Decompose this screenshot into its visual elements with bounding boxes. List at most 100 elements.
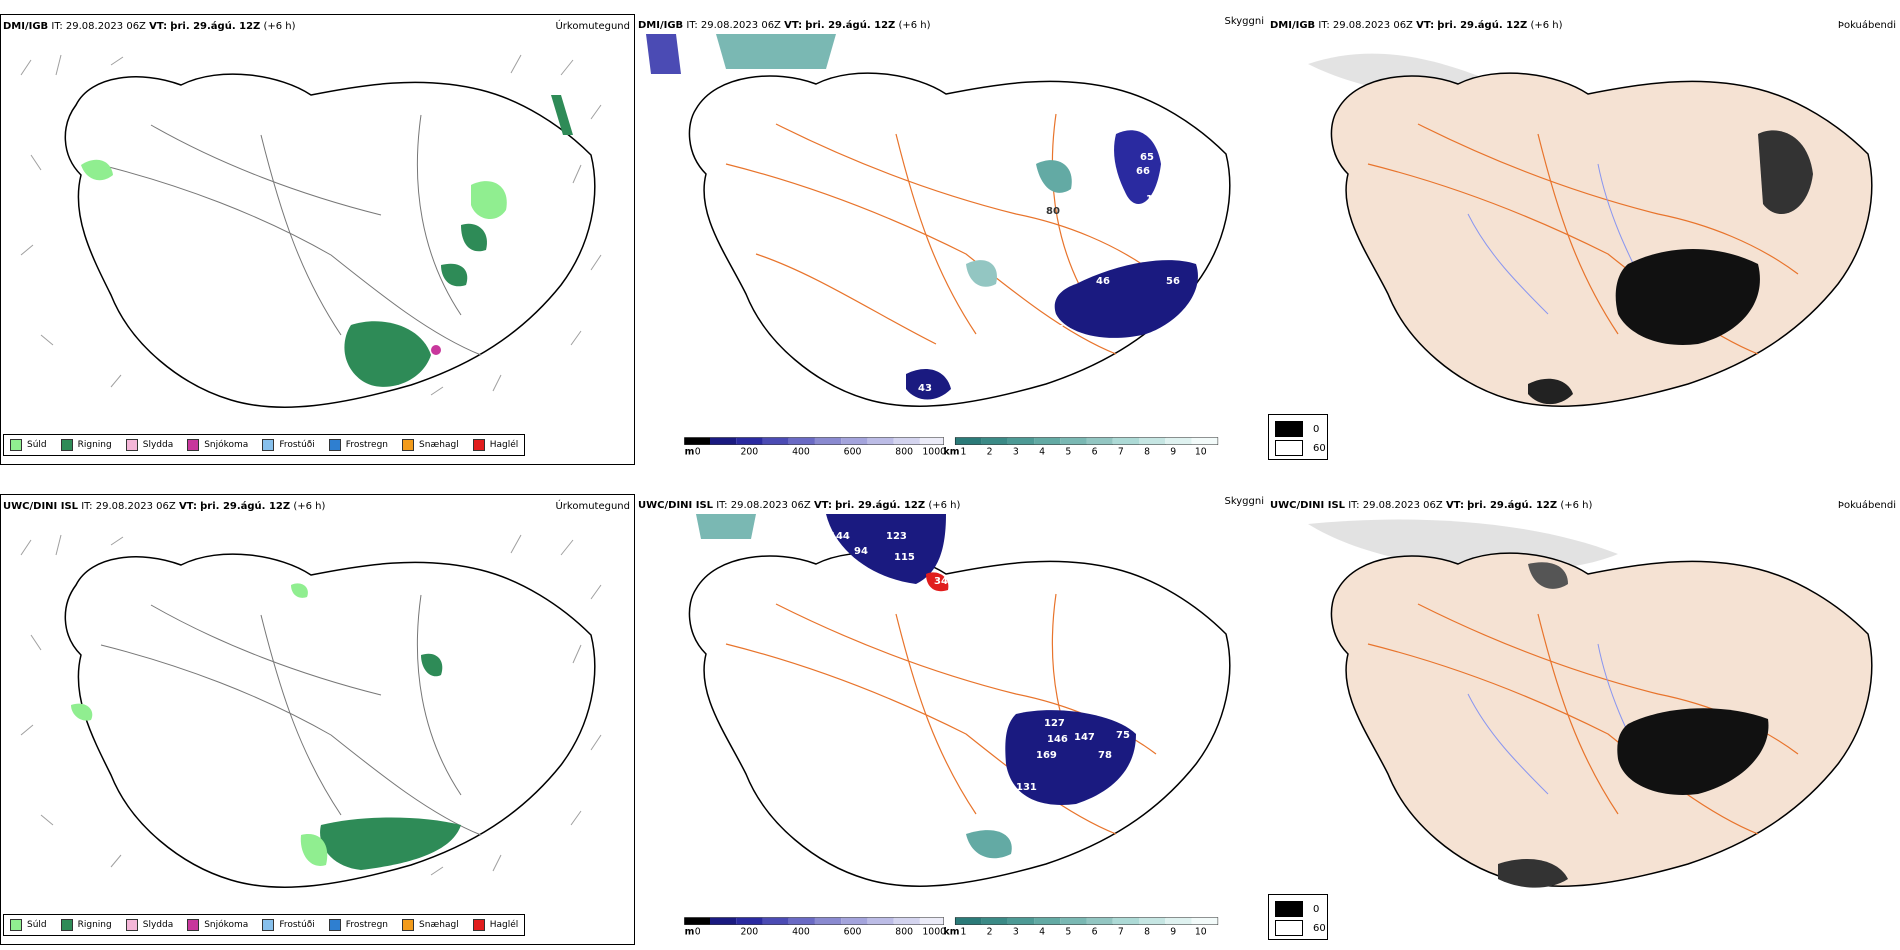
svg-text:m: m	[685, 927, 695, 938]
svg-text:4: 4	[1039, 447, 1045, 458]
svg-text:169: 169	[1036, 750, 1057, 761]
fog-panel-row2: UWC/DINI ISL IT: 29.08.2023 06Z VT: þri.…	[1268, 494, 1900, 945]
value-labels: 65 66 125 81 64 130 46 56 45 52 80 43	[918, 152, 1192, 394]
panel-header: UWC/DINI ISL IT: 29.08.2023 06Z VT: þri.…	[1270, 500, 1593, 511]
visibility-areas	[716, 34, 1072, 287]
legend-item: Frostúði	[262, 919, 315, 931]
svg-text:400: 400	[792, 447, 810, 458]
svg-text:5: 5	[1065, 447, 1071, 458]
roads	[725, 113, 1157, 355]
panel-title: Skyggni	[1224, 496, 1264, 507]
panel-header: DMI/IGB IT: 29.08.2023 06Z VT: þri. 29.á…	[638, 20, 931, 31]
svg-text:1: 1	[960, 447, 966, 458]
fog-areas	[1528, 130, 1813, 405]
svg-text:43: 43	[918, 383, 932, 394]
svg-text:800: 800	[895, 447, 913, 458]
svg-text:75: 75	[1116, 730, 1130, 741]
legend-item: Súld	[10, 439, 47, 451]
legend-item: Snjókoma	[187, 439, 248, 451]
svg-text:6: 6	[1092, 447, 1098, 458]
svg-text:5: 5	[1065, 927, 1071, 938]
svg-text:200: 200	[740, 927, 758, 938]
svg-text:1000: 1000	[922, 447, 946, 458]
svg-text:2: 2	[987, 927, 993, 938]
cloud-legend: 0 60	[1268, 894, 1328, 940]
visibility-areas	[696, 514, 1012, 859]
legend-item: Frostregn	[328, 439, 388, 451]
svg-text:200: 200	[740, 447, 758, 458]
legend-item: Snjókoma	[187, 919, 248, 931]
low-cloud-areas	[646, 34, 1198, 400]
legend-item: Slydda	[125, 919, 173, 931]
svg-text:3: 3	[1013, 447, 1019, 458]
svg-text:147: 147	[1074, 732, 1095, 743]
svg-text:115: 115	[894, 552, 915, 563]
svg-text:146: 146	[1047, 734, 1068, 745]
precip-legend: Súld Rigning Slydda Snjókoma Frostúði Fr…	[3, 914, 526, 936]
roads	[725, 593, 1157, 835]
precip-areas	[71, 583, 461, 870]
ceiling-scale: m 0 200 400 600 800 1000 km 1 2 3 4 5 6 …	[684, 917, 1219, 938]
svg-text:7: 7	[1118, 927, 1124, 938]
svg-text:6: 6	[1092, 927, 1098, 938]
svg-text:45: 45	[1050, 324, 1064, 335]
legend-item: Snæhagl	[402, 439, 459, 451]
fog-panel-row1: DMI/IGB IT: 29.08.2023 06Z VT: þri. 29.á…	[1268, 14, 1900, 465]
wind-barbs	[20, 534, 602, 876]
panel-title: Þokuábendi	[1837, 20, 1896, 31]
svg-text:9: 9	[1170, 447, 1176, 458]
svg-text:8: 8	[1144, 447, 1150, 458]
low-cloud-areas	[826, 514, 1136, 805]
roads	[100, 114, 482, 356]
svg-text:65: 65	[1140, 152, 1154, 163]
svg-text:123: 123	[886, 531, 907, 542]
svg-text:0: 0	[695, 927, 701, 938]
svg-text:400: 400	[792, 927, 810, 938]
svg-text:600: 600	[844, 927, 862, 938]
svg-text:m: m	[685, 447, 695, 458]
visibility-map: 65 66 125 81 64 130 46 56 45 52 80 43	[646, 34, 1231, 407]
svg-text:144: 144	[829, 531, 850, 542]
legend-item: Snæhagl	[402, 919, 459, 931]
visibility-panel-row2: UWC/DINI ISL IT: 29.08.2023 06Z VT: þri.…	[636, 494, 1268, 945]
svg-text:127: 127	[1044, 718, 1065, 729]
svg-text:1000: 1000	[922, 927, 946, 938]
svg-text:66: 66	[1136, 166, 1150, 177]
legend-item: Slydda	[125, 439, 173, 451]
value-labels: 144 123 94 115 34 127 146 147 75 169 131…	[829, 531, 1130, 793]
legend-item: Haglél	[472, 919, 518, 931]
precip-areas	[81, 95, 573, 387]
precip-map	[20, 54, 602, 408]
panel-header: DMI/IGB IT: 29.08.2023 06Z VT: þri. 29.á…	[1270, 20, 1563, 31]
svg-text:9: 9	[1170, 927, 1176, 938]
iceland-outline	[64, 73, 596, 408]
svg-text:125: 125	[1146, 194, 1167, 205]
svg-text:81: 81	[1166, 206, 1180, 217]
precip-panel-row2: UWC/DINI ISL IT: 29.08.2023 06Z VT: þri.…	[0, 494, 635, 945]
panel-title: Úrkomutegund	[555, 21, 630, 32]
legend-item: Rigning	[60, 439, 112, 451]
svg-text:52: 52	[1016, 329, 1030, 340]
legend-item: Frostregn	[328, 919, 388, 931]
svg-text:2: 2	[987, 447, 993, 458]
svg-text:10: 10	[1195, 927, 1207, 938]
svg-text:94: 94	[854, 546, 868, 557]
cloud-legend: 0 60	[1268, 414, 1328, 460]
fog-areas	[1498, 562, 1769, 888]
visibility-panel-row1: DMI/IGB IT: 29.08.2023 06Z VT: þri. 29.á…	[636, 14, 1268, 465]
svg-text:80: 80	[1046, 206, 1060, 217]
visibility-map: 144 123 94 115 34 127 146 147 75 169 131…	[688, 514, 1231, 887]
svg-text:8: 8	[1144, 927, 1150, 938]
svg-text:64: 64	[1156, 221, 1170, 232]
roads	[100, 594, 482, 836]
svg-text:4: 4	[1039, 927, 1045, 938]
panel-header: UWC/DINI ISL IT: 29.08.2023 06Z VT: þri.…	[3, 501, 326, 512]
panel-title: Skyggni	[1224, 16, 1264, 27]
precip-legend: Súld Rigning Slydda Snjókoma Frostúði Fr…	[3, 434, 526, 456]
svg-text:1: 1	[960, 927, 966, 938]
precip-map	[20, 534, 602, 888]
panel-title: Þokuábendi	[1837, 500, 1896, 511]
svg-text:km: km	[944, 447, 960, 458]
panel-header: UWC/DINI ISL IT: 29.08.2023 06Z VT: þri.…	[638, 500, 961, 511]
fog-map	[1308, 519, 1873, 888]
